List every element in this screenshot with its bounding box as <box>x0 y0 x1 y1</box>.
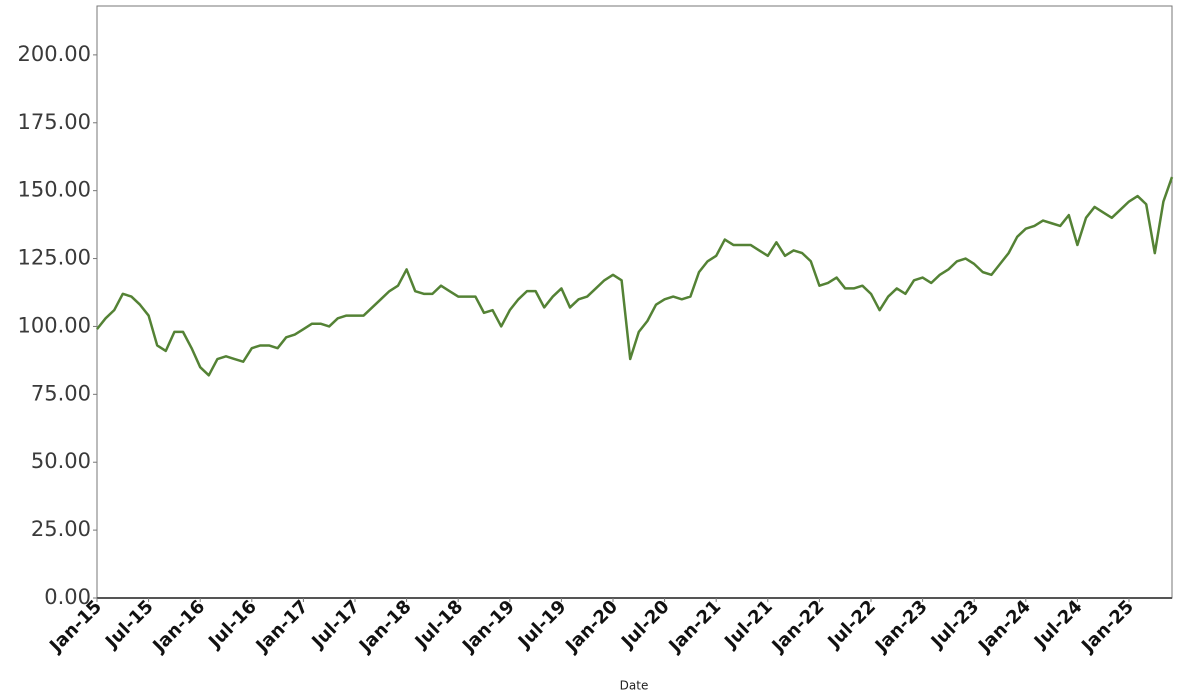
y-tick-label: 75.00 <box>31 381 91 405</box>
x-tick-label: Jul-22 <box>823 596 880 653</box>
y-tick-label: 125.00 <box>18 246 91 270</box>
x-tick-label: Jul-16 <box>203 596 260 653</box>
x-tick-label: Jul-21 <box>719 596 776 653</box>
y-tick-label: 0.00 <box>44 585 91 609</box>
x-tick-label: Jul-19 <box>513 596 570 653</box>
x-tick-label: Jul-24 <box>1029 596 1086 653</box>
x-tick-label: Jul-15 <box>100 596 157 653</box>
x-tick-label: Jul-23 <box>926 596 983 653</box>
x-tick-label: Jul-18 <box>410 596 467 653</box>
x-tick-label: Jan-18 <box>354 596 416 658</box>
x-tick-label: Jan-17 <box>251 596 313 658</box>
x-tick-label: Jan-25 <box>1076 596 1138 658</box>
series-line <box>96 176 1174 377</box>
y-tick-label: 25.00 <box>31 517 91 541</box>
x-tick-label: Jan-23 <box>870 596 932 658</box>
x-tick-label: Jul-20 <box>616 596 673 653</box>
plot-frame <box>96 5 1173 599</box>
y-tick-label: 150.00 <box>18 178 91 202</box>
x-tick-label: Jan-24 <box>973 596 1035 658</box>
y-tick-label: 175.00 <box>18 110 91 134</box>
y-tick-label: 200.00 <box>18 42 91 66</box>
x-tick-label: Jan-20 <box>560 596 622 658</box>
x-tick-label: Jan-21 <box>664 596 726 658</box>
x-tick-label: Jul-17 <box>307 596 364 653</box>
y-tick-label: 100.00 <box>18 313 91 337</box>
y-tick-label: 50.00 <box>31 449 91 473</box>
x-tick-label: Jan-16 <box>148 596 210 658</box>
x-axis-label: Date <box>620 679 649 693</box>
x-tick-label: Jan-19 <box>457 596 519 658</box>
x-tick-label: Jan-22 <box>767 596 829 658</box>
